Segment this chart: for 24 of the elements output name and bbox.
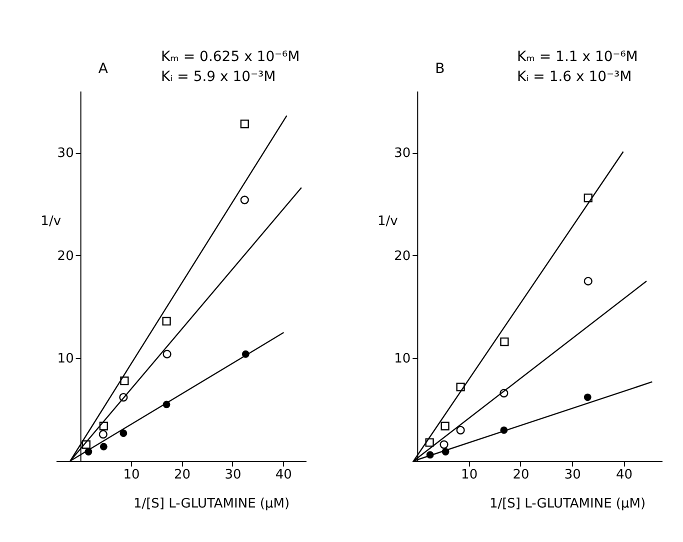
text: Kₘ = 0.625 x 10⁻⁶M: [161, 49, 300, 65]
x-tick-label: 40: [616, 468, 633, 482]
x-tick-label: 30: [564, 468, 581, 482]
y-tick-label: 30: [394, 146, 411, 162]
y-tick-label: 30: [57, 146, 74, 162]
text: Kᵢ = 5.9 x 10⁻³M: [161, 69, 276, 85]
text: Kᵢ = 1.6 x 10⁻³M: [517, 69, 632, 85]
y-tick-label: 10: [57, 352, 74, 367]
x-tick-label: 20: [174, 468, 191, 482]
x-axis-title: 1/[S] L-GLUTAMINE (μM): [489, 496, 646, 512]
x-tick-label: 10: [461, 468, 478, 482]
x-tick-label: 10: [123, 468, 140, 482]
x-tick-label: 20: [512, 468, 530, 482]
y-axis-title: 1/v: [377, 214, 398, 229]
x-axis-title: 1/[S] L-GLUTAMINE (μM): [133, 496, 290, 512]
y-tick-label: 20: [57, 248, 74, 264]
y-tick-label: 10: [394, 352, 411, 367]
text: B: [435, 61, 445, 77]
text: A: [98, 61, 108, 77]
x-tick-label: 30: [224, 468, 242, 482]
text: Kₘ = 1.1 x 10⁻⁶M: [517, 49, 638, 65]
x-tick-label: 40: [275, 468, 292, 482]
y-axis-title: 1/v: [40, 214, 62, 229]
y-tick-label: 20: [394, 248, 411, 264]
